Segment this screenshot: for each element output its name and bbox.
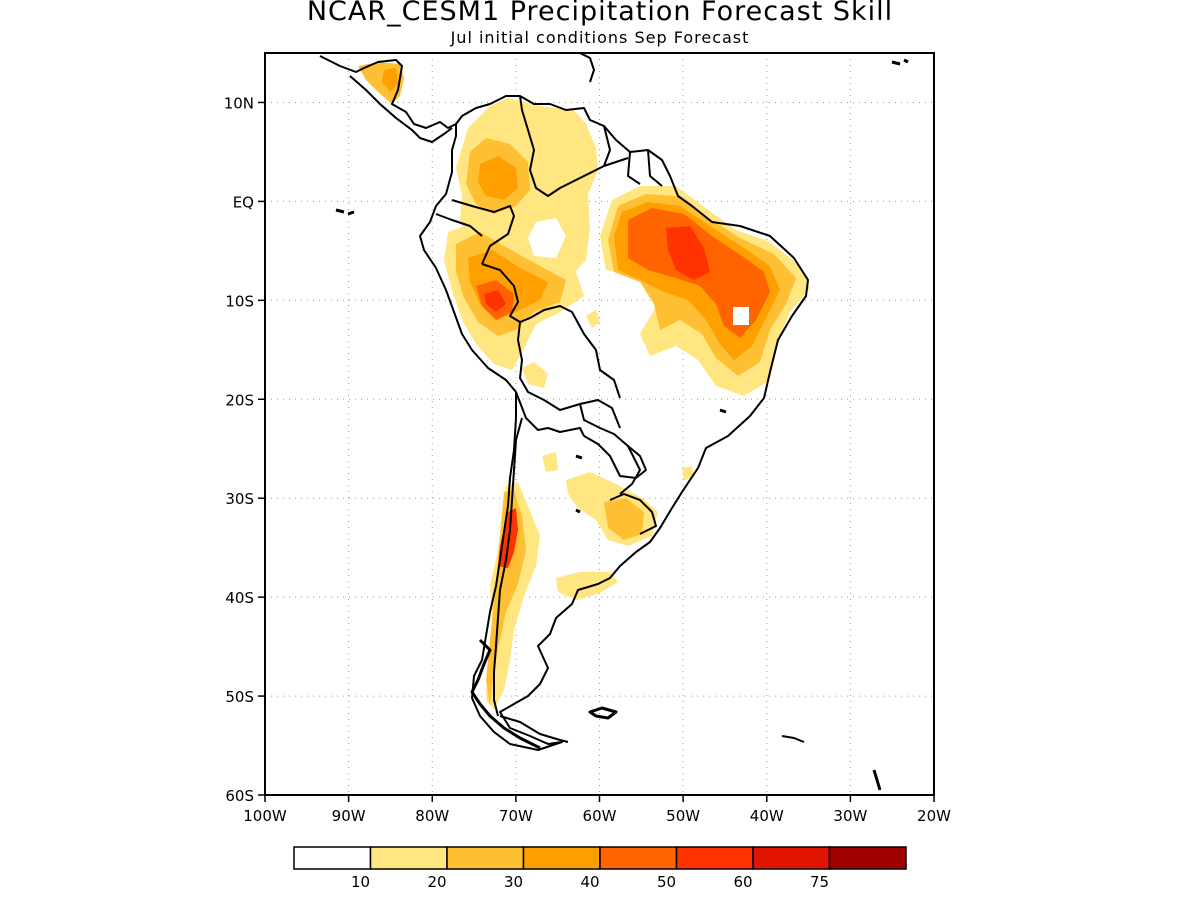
colorbar-swatch <box>752 846 831 870</box>
lat-tick-label: 60S <box>225 787 254 805</box>
central-america-coastline <box>319 55 457 129</box>
colorbar-swatch <box>369 846 448 870</box>
skill-area-central-america-core <box>382 68 398 92</box>
lon-tick-label: 30W <box>833 807 867 825</box>
coastline-layer <box>319 53 909 791</box>
tierra-del-fuego <box>499 715 569 743</box>
colorbar-label: 20 <box>427 873 446 891</box>
skill-area-bolivia <box>542 452 558 472</box>
colorbar-swatch <box>293 846 372 870</box>
skill-area-colombia-core <box>478 156 518 200</box>
falkland-islands <box>588 706 618 720</box>
lon-tick-label: 70W <box>499 807 533 825</box>
skill-area-chile-light <box>486 482 540 710</box>
colorbar-label: 30 <box>504 873 523 891</box>
colorbar-label: 60 <box>733 873 752 891</box>
colorbar-swatch <box>599 846 678 870</box>
uruguay-border <box>609 493 657 535</box>
lon-tick-label: 100W <box>243 807 287 825</box>
lon-tick-label: 80W <box>415 807 449 825</box>
colorbar-swatch <box>446 846 525 870</box>
lat-tick-label: 20S <box>225 391 254 409</box>
paraguay-border <box>579 403 647 479</box>
colombia-venezuela-border <box>519 95 573 197</box>
south-america-coastline <box>419 95 809 751</box>
brazil-argentina-border <box>619 445 641 495</box>
skill-area-chaco <box>522 362 548 388</box>
colorbar-label: 75 <box>810 873 829 891</box>
chile-argentina-border <box>515 391 585 437</box>
bolivia-border <box>517 321 621 429</box>
skill-area-peru-hot <box>484 290 506 312</box>
lat-tick-label: 10S <box>225 292 254 310</box>
peru-brazil-border <box>481 263 621 399</box>
lat-tick-label: 10N <box>224 94 254 112</box>
lon-tick-label: 20W <box>917 807 951 825</box>
lat-tick-label: 30S <box>225 490 254 508</box>
skill-area-paraguay <box>586 310 600 328</box>
ecuador-border <box>435 213 483 237</box>
colorbar-labels: 10 20 30 40 50 60 75 <box>351 873 829 891</box>
colombia-peru-border <box>451 199 515 265</box>
colorbar-swatch <box>675 846 754 870</box>
skill-area-uruguay-core <box>604 498 644 540</box>
skill-area-missing-cell <box>733 307 749 325</box>
axis-ticks <box>258 101 935 802</box>
skill-shading <box>358 62 810 710</box>
lon-tick-label: 60W <box>583 807 617 825</box>
skill-area-amazon-hole <box>528 218 566 258</box>
lon-tick-label: 90W <box>332 807 366 825</box>
skill-area-se-coast <box>682 466 694 480</box>
small-islands <box>335 58 909 791</box>
skill-area-patagonia <box>556 572 618 600</box>
skill-area-ne-brazil-hot <box>666 226 710 280</box>
chile-fjords <box>470 638 541 750</box>
map-gridlines <box>265 53 934 795</box>
map-title: NCAR_CESM1 Precipitation Forecast Skill <box>306 0 894 27</box>
lat-tick-label: 50S <box>225 688 254 706</box>
guianas-borders <box>603 125 663 187</box>
lon-tick-label: 40W <box>750 807 784 825</box>
lat-tick-label: 40S <box>225 589 254 607</box>
lat-tick-label: EQ <box>233 193 254 211</box>
argentina-andes-border <box>493 417 523 717</box>
colorbar-label: 50 <box>657 873 676 891</box>
central-america-south-coast <box>349 75 453 143</box>
axis-tick-labels: 10N EQ 10S 20S 30S 40S 50S 60S 100W 90W 80W 70W 60W 5… <box>224 94 951 825</box>
south-georgia <box>781 735 805 743</box>
caribbean-island <box>577 53 595 83</box>
map-subtitle: Jul initial conditions Sep Forecast <box>450 28 750 47</box>
colorbar-label: 40 <box>580 873 599 891</box>
colorbar-swatch <box>522 846 601 870</box>
colorbar-label: 10 <box>351 873 370 891</box>
colorbar-swatch <box>828 846 907 870</box>
colorbar <box>293 846 907 870</box>
lon-tick-label: 50W <box>666 807 700 825</box>
